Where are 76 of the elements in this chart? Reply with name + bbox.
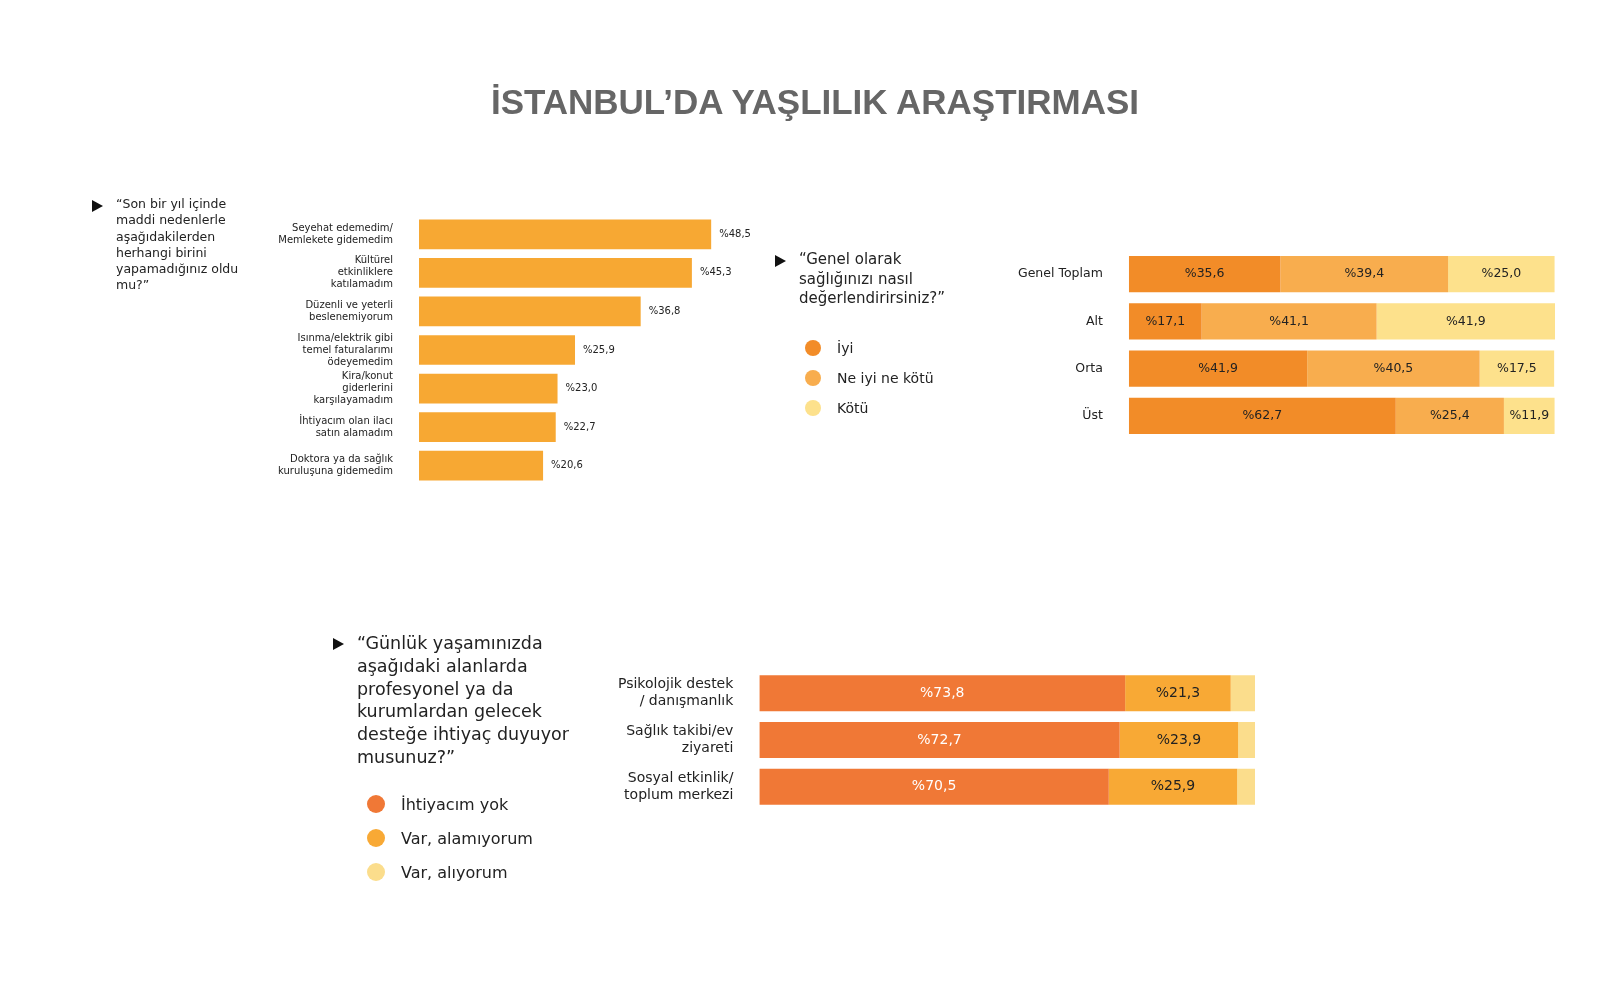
data-label: %62,7 bbox=[1242, 407, 1283, 423]
bar bbox=[759, 721, 1120, 759]
bar bbox=[1230, 675, 1255, 712]
y-tick-label: Isınma/elektrik gibi temel faturalarımı ödeyemedim bbox=[297, 331, 393, 367]
bar bbox=[1237, 768, 1255, 805]
data-label: %73,8 bbox=[920, 683, 965, 700]
data-label: %25,4 bbox=[1429, 407, 1470, 423]
data-label: %23,0 bbox=[565, 382, 598, 394]
text: “Son bir yıl içinde maddi nedenlerle aşağıdakilerden herhangi birini yapamadığınız oldu mu?” bbox=[116, 196, 240, 294]
data-label: %41,1 bbox=[1269, 312, 1309, 328]
data-label: %41,9 bbox=[1445, 312, 1486, 328]
legend-label: Kötü bbox=[837, 400, 869, 416]
text: “Günlük yaşamınızda aşağıdaki alanlarda profesyonel ya da kurumlardan gelecek desteğe ihtiyaç duyuyor musunuz?” bbox=[357, 632, 570, 769]
bar bbox=[1201, 303, 1377, 340]
bar bbox=[1128, 255, 1281, 293]
y-tick-label: Genel Toplam bbox=[1018, 265, 1103, 281]
data-label: %20,6 bbox=[551, 459, 583, 471]
y-tick-label: Üst bbox=[1082, 406, 1103, 423]
data-label: %72,7 bbox=[917, 730, 962, 747]
y-tick-label: Alt bbox=[1085, 312, 1103, 328]
data-label: %35,6 bbox=[1184, 265, 1225, 281]
data-label: %36,8 bbox=[648, 305, 681, 317]
y-tick-label: Sağlık takibi/ev ziyareti bbox=[626, 722, 734, 756]
y-tick-label: Kültürel etkinliklere katılamadım bbox=[330, 254, 393, 290]
data-label: %48,5 bbox=[719, 227, 751, 239]
bar bbox=[1125, 675, 1231, 712]
bar bbox=[1376, 303, 1555, 340]
data-label: %70,5 bbox=[911, 777, 957, 794]
legend-label: İhtiyacım yok bbox=[401, 794, 509, 814]
bar bbox=[418, 373, 558, 404]
bar bbox=[418, 258, 692, 288]
legend-label: Ne iyi ne kötü bbox=[837, 370, 934, 386]
bar bbox=[1128, 397, 1396, 435]
y-tick-label: Orta bbox=[1075, 359, 1103, 375]
text: İSTANBUL’DA YAŞLILIK ARAŞTIRMASI bbox=[489, 82, 1141, 122]
bar bbox=[759, 768, 1109, 805]
y-tick-label: Psikolojik destek / danışmanlık bbox=[617, 675, 735, 709]
data-label: %39,4 bbox=[1344, 265, 1385, 281]
data-label: %21,3 bbox=[1155, 683, 1201, 700]
data-label: %45,3 bbox=[699, 266, 732, 278]
bar bbox=[759, 675, 1126, 712]
data-label: %22,7 bbox=[563, 420, 596, 432]
data-label: %25,9 bbox=[1150, 777, 1196, 794]
legend-label: İyi bbox=[837, 340, 854, 356]
bar bbox=[418, 335, 576, 365]
bar bbox=[1108, 768, 1238, 805]
bar bbox=[418, 296, 641, 327]
y-tick-label: Kira/konut giderlerini karşılayamadım bbox=[313, 370, 394, 406]
bar bbox=[418, 450, 544, 481]
data-label: %17,1 bbox=[1145, 312, 1186, 328]
bar bbox=[1238, 721, 1255, 759]
y-tick-label: Sosyal etkinlik/ toplum merkezi bbox=[624, 769, 734, 802]
data-label: %41,9 bbox=[1198, 359, 1238, 375]
y-tick-label: Seyehat edemedim/ Memlekete gidemedim bbox=[278, 221, 394, 245]
y-tick-label: Düzenli ve yeterli beslenemiyorum bbox=[305, 299, 393, 323]
legend-label: Var, alıyorum bbox=[401, 862, 508, 882]
bar bbox=[1479, 350, 1555, 387]
bar bbox=[418, 219, 712, 250]
data-label: %40,5 bbox=[1373, 359, 1414, 375]
bar bbox=[1128, 303, 1202, 340]
y-tick-label: İhtiyacım olan ilacı satın alamadım bbox=[299, 413, 393, 438]
data-label: %11,9 bbox=[1509, 407, 1550, 423]
y-tick-label: Doktora ya da sağlık kuruluşuna gidemedim bbox=[278, 453, 394, 477]
data-label: %25,9 bbox=[583, 343, 615, 355]
bar bbox=[418, 412, 556, 442]
data-label: %23,9 bbox=[1156, 730, 1202, 747]
bar bbox=[1128, 350, 1308, 387]
bar bbox=[1119, 721, 1239, 759]
text: “Genel olarak sağlığınızı nasıl değerlendirirsiniz?” bbox=[799, 250, 947, 309]
bar bbox=[1280, 255, 1449, 293]
bar bbox=[1448, 255, 1555, 293]
legend-label: Var, alamıyorum bbox=[401, 828, 533, 848]
data-label: %17,5 bbox=[1497, 359, 1537, 375]
bar bbox=[1395, 397, 1504, 435]
data-label: %25,0 bbox=[1481, 265, 1522, 281]
bar bbox=[1307, 350, 1480, 387]
